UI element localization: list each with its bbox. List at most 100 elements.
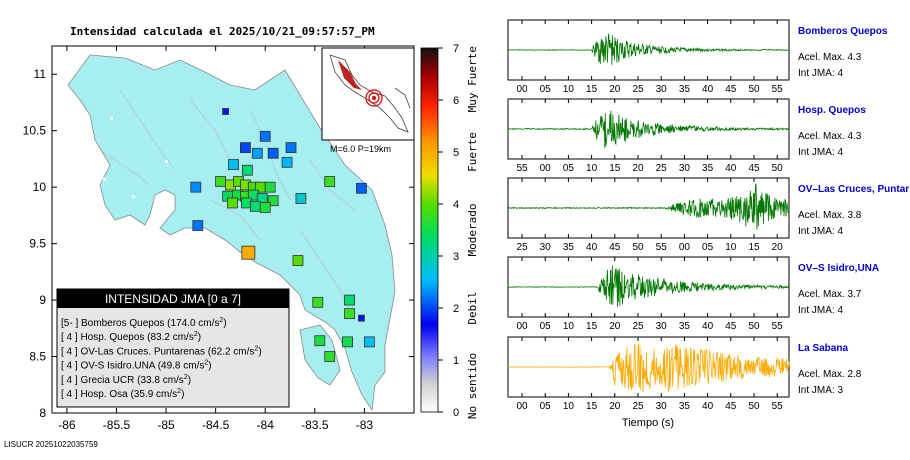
time-tick-label: 45 xyxy=(725,401,737,412)
station-marker[interactable] xyxy=(356,182,367,194)
time-tick-label: 50 xyxy=(748,401,760,412)
time-tick-label: 20 xyxy=(609,401,621,412)
time-tick-label: 55 xyxy=(656,242,668,253)
colorbar-zone-label: Muy Fuerte xyxy=(466,46,479,112)
jma-intensity-label: Int JMA: 4 xyxy=(798,305,843,316)
station-marker[interactable] xyxy=(241,245,256,260)
y-tick-label: 8 xyxy=(39,406,46,420)
station-marker[interactable] xyxy=(285,142,297,154)
station-marker[interactable] xyxy=(227,197,238,209)
seismogram-panel: 00 05 10 15 20 25 30 35 40 45 50 55 Bomberos Quepos A… xyxy=(507,19,888,95)
time-tick-label: 20 xyxy=(772,242,784,253)
station-marker[interactable] xyxy=(222,108,229,115)
station-marker[interactable] xyxy=(281,156,293,168)
y-tick-label: 9.5 xyxy=(29,237,46,251)
station-marker[interactable] xyxy=(324,176,336,187)
station-marker[interactable] xyxy=(358,314,365,322)
time-tick-label: 25 xyxy=(632,84,644,95)
time-tick-label: 55 xyxy=(516,163,528,174)
station-marker[interactable] xyxy=(344,294,355,306)
station-marker[interactable] xyxy=(264,181,276,193)
time-tick-label: 50 xyxy=(632,242,644,253)
station-marker[interactable] xyxy=(251,147,263,159)
legend-row: [ 4 ] Grecia UCR (33.8 cm/s2) xyxy=(61,374,191,386)
colorbar-tick-label: 4 xyxy=(453,199,459,211)
y-axis: 8 8.5 9 9.5 10 10.5 11 xyxy=(23,67,414,420)
station-marker[interactable] xyxy=(324,351,336,362)
legend-close: ) xyxy=(223,318,226,329)
legend-unit-exponent: 2 xyxy=(219,317,223,324)
station-marker[interactable] xyxy=(190,181,202,193)
legend-close: ) xyxy=(181,389,184,400)
legend-station-text: Hosp. Quepos (83.2 cm/s xyxy=(80,332,193,343)
x-tick-label: -85 xyxy=(157,418,175,432)
max-acceleration-label: Acel. Max. 2.8 xyxy=(798,369,862,380)
time-tick-label: 00 xyxy=(516,321,528,332)
time-tick-label: 50 xyxy=(748,321,760,332)
inset-coast xyxy=(394,87,411,109)
x-axis: -86 -85.5 -85 -84.5 -84 -83.5 -83 xyxy=(58,46,373,432)
station-marker[interactable] xyxy=(342,336,353,348)
seismogram-panel: 55 00 05 10 15 20 25 30 35 40 45 50 Hosp. Quepos Acel… xyxy=(507,98,866,174)
station-name-link[interactable]: La Sabana xyxy=(798,343,848,354)
legend-header xyxy=(57,289,289,308)
time-tick-label: 25 xyxy=(632,321,644,332)
station-name-link[interactable]: OV–Las Cruces, Puntar xyxy=(798,184,909,195)
seismogram-panel: 25 30 35 40 45 50 55 00 05 10 15 20 OV–Las Cruces, P… xyxy=(507,177,909,253)
x-tick-label: -83.5 xyxy=(301,418,329,432)
jma-intensity-label: Int JMA: 3 xyxy=(798,385,843,396)
time-tick-label: 50 xyxy=(748,84,760,95)
station-markers xyxy=(190,108,375,362)
station-marker[interactable] xyxy=(215,176,227,187)
station-marker[interactable] xyxy=(239,142,251,154)
time-tick-label: 20 xyxy=(632,163,644,174)
station-marker[interactable] xyxy=(267,195,279,207)
station-marker[interactable] xyxy=(259,130,271,142)
station-marker[interactable] xyxy=(192,220,204,231)
station-marker[interactable] xyxy=(240,197,252,209)
station-marker[interactable] xyxy=(363,336,375,348)
station-name-link[interactable]: OV–S Isidro,UNA xyxy=(798,263,879,274)
epicenter-icon xyxy=(365,89,383,107)
station-marker[interactable] xyxy=(249,200,261,212)
colorbar-tick-label: 6 xyxy=(453,95,459,107)
map-frame xyxy=(51,45,415,414)
station-marker[interactable] xyxy=(314,335,326,347)
station-marker[interactable] xyxy=(228,159,239,170)
y-tick-label: 8.5 xyxy=(29,350,46,364)
time-tick-label: 10 xyxy=(563,321,575,332)
station-marker[interactable] xyxy=(259,202,271,213)
station-marker[interactable] xyxy=(344,308,355,320)
time-tick-label: 10 xyxy=(563,401,575,412)
station-marker[interactable] xyxy=(241,164,253,176)
station-name-link[interactable]: Bomberos Quepos xyxy=(798,26,888,37)
time-tick-label: 30 xyxy=(656,401,668,412)
time-tick-label: 00 xyxy=(679,242,691,253)
inset-country-highlight xyxy=(338,60,362,90)
time-tick-label: 50 xyxy=(772,163,784,174)
legend-row: [ 4 ] Hosp. Osa (35.9 cm/s2) xyxy=(61,388,184,400)
station-marker[interactable] xyxy=(312,296,324,308)
time-tick-label: 15 xyxy=(586,321,598,332)
waveform-trace xyxy=(507,110,790,149)
time-tick-label: 35 xyxy=(563,242,575,253)
y-tick-label: 10 xyxy=(33,180,47,194)
time-tick-label: 00 xyxy=(516,84,528,95)
legend-station-text: Hosp. Osa (35.9 cm/s xyxy=(80,389,177,400)
time-tick-label: 00 xyxy=(540,163,552,174)
time-tick-label: 15 xyxy=(586,401,598,412)
station-marker[interactable] xyxy=(267,147,279,159)
time-tick-label: 45 xyxy=(609,242,621,253)
colorbar-tick-label: 3 xyxy=(453,251,459,263)
time-tick-label: 35 xyxy=(679,84,691,95)
epicenter-inset: M=6.0 P=19km xyxy=(321,47,415,154)
legend-grade: [ 4 ] xyxy=(61,375,80,386)
x-tick-label: -83 xyxy=(356,418,374,432)
station-name-link[interactable]: Hosp. Quepos xyxy=(798,105,866,116)
legend-unit-exponent: 2 xyxy=(177,388,181,395)
station-marker[interactable] xyxy=(292,255,304,266)
colorbar-zone-label: No sentido xyxy=(466,353,479,419)
max-acceleration-label: Acel. Max. 3.8 xyxy=(798,210,862,221)
station-marker[interactable] xyxy=(295,193,307,204)
legend-row: [ 4 ] OV-Las Cruces. Puntarenas (62.2 cm… xyxy=(61,345,262,357)
